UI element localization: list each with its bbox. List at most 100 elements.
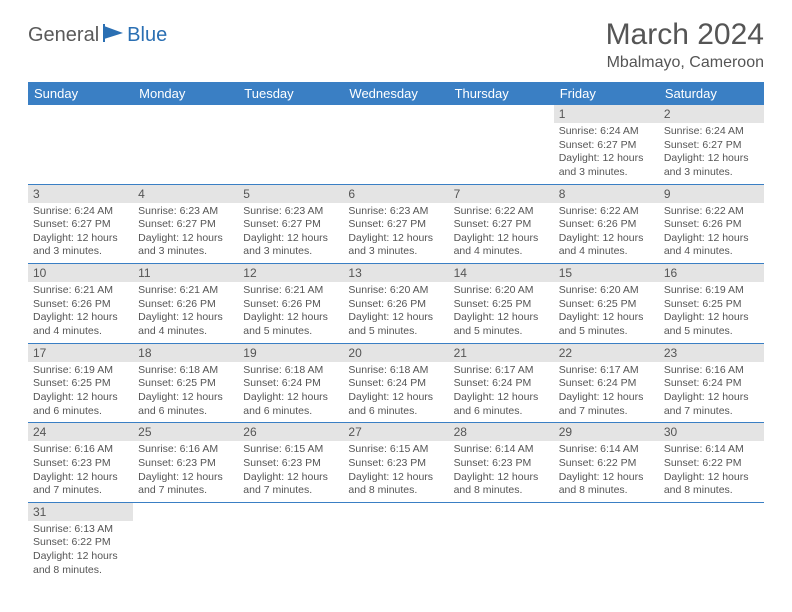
day-info: Sunrise: 6:14 AMSunset: 6:23 PMDaylight:… — [449, 441, 554, 502]
day-number: 27 — [343, 423, 448, 441]
calendar-week-row: 3Sunrise: 6:24 AMSunset: 6:27 PMDaylight… — [28, 184, 764, 264]
calendar-week-row: 1Sunrise: 6:24 AMSunset: 6:27 PMDaylight… — [28, 105, 764, 184]
calendar-day-cell: 14Sunrise: 6:20 AMSunset: 6:25 PMDayligh… — [449, 264, 554, 344]
day-info: Sunrise: 6:21 AMSunset: 6:26 PMDaylight:… — [133, 282, 238, 343]
calendar-empty-cell — [238, 105, 343, 184]
day-number: 7 — [449, 185, 554, 203]
day-info: Sunrise: 6:23 AMSunset: 6:27 PMDaylight:… — [133, 203, 238, 264]
weekday-header: Thursday — [449, 82, 554, 105]
day-number: 23 — [659, 344, 764, 362]
day-number: 28 — [449, 423, 554, 441]
day-info: Sunrise: 6:14 AMSunset: 6:22 PMDaylight:… — [554, 441, 659, 502]
day-info: Sunrise: 6:19 AMSunset: 6:25 PMDaylight:… — [659, 282, 764, 343]
calendar-empty-cell — [449, 502, 554, 581]
day-number: 9 — [659, 185, 764, 203]
calendar-empty-cell — [343, 105, 448, 184]
weekday-header: Saturday — [659, 82, 764, 105]
day-info: Sunrise: 6:21 AMSunset: 6:26 PMDaylight:… — [238, 282, 343, 343]
day-number: 29 — [554, 423, 659, 441]
day-number: 31 — [28, 503, 133, 521]
day-number: 4 — [133, 185, 238, 203]
day-info: Sunrise: 6:23 AMSunset: 6:27 PMDaylight:… — [238, 203, 343, 264]
header: General Blue March 2024 Mbalmayo, Camero… — [28, 18, 764, 72]
day-number: 20 — [343, 344, 448, 362]
calendar-week-row: 24Sunrise: 6:16 AMSunset: 6:23 PMDayligh… — [28, 423, 764, 503]
day-info: Sunrise: 6:24 AMSunset: 6:27 PMDaylight:… — [554, 123, 659, 184]
weekday-header: Friday — [554, 82, 659, 105]
calendar-day-cell: 29Sunrise: 6:14 AMSunset: 6:22 PMDayligh… — [554, 423, 659, 503]
day-info: Sunrise: 6:16 AMSunset: 6:23 PMDaylight:… — [28, 441, 133, 502]
calendar-day-cell: 21Sunrise: 6:17 AMSunset: 6:24 PMDayligh… — [449, 343, 554, 423]
location: Mbalmayo, Cameroon — [606, 54, 764, 72]
day-number: 30 — [659, 423, 764, 441]
day-info: Sunrise: 6:14 AMSunset: 6:22 PMDaylight:… — [659, 441, 764, 502]
day-info: Sunrise: 6:16 AMSunset: 6:24 PMDaylight:… — [659, 362, 764, 423]
day-info: Sunrise: 6:17 AMSunset: 6:24 PMDaylight:… — [554, 362, 659, 423]
calendar-day-cell: 30Sunrise: 6:14 AMSunset: 6:22 PMDayligh… — [659, 423, 764, 503]
day-info: Sunrise: 6:18 AMSunset: 6:24 PMDaylight:… — [238, 362, 343, 423]
day-info: Sunrise: 6:23 AMSunset: 6:27 PMDaylight:… — [343, 203, 448, 264]
day-number: 21 — [449, 344, 554, 362]
calendar-day-cell: 12Sunrise: 6:21 AMSunset: 6:26 PMDayligh… — [238, 264, 343, 344]
day-number: 22 — [554, 344, 659, 362]
calendar-day-cell: 1Sunrise: 6:24 AMSunset: 6:27 PMDaylight… — [554, 105, 659, 184]
calendar-empty-cell — [28, 105, 133, 184]
day-info: Sunrise: 6:19 AMSunset: 6:25 PMDaylight:… — [28, 362, 133, 423]
day-info: Sunrise: 6:20 AMSunset: 6:25 PMDaylight:… — [554, 282, 659, 343]
weekday-header: Sunday — [28, 82, 133, 105]
logo-flag-icon — [103, 24, 125, 47]
calendar-day-cell: 5Sunrise: 6:23 AMSunset: 6:27 PMDaylight… — [238, 184, 343, 264]
day-info: Sunrise: 6:22 AMSunset: 6:26 PMDaylight:… — [659, 203, 764, 264]
day-number: 3 — [28, 185, 133, 203]
day-info: Sunrise: 6:24 AMSunset: 6:27 PMDaylight:… — [659, 123, 764, 184]
calendar-week-row: 10Sunrise: 6:21 AMSunset: 6:26 PMDayligh… — [28, 264, 764, 344]
day-number: 19 — [238, 344, 343, 362]
calendar-day-cell: 8Sunrise: 6:22 AMSunset: 6:26 PMDaylight… — [554, 184, 659, 264]
calendar-empty-cell — [659, 502, 764, 581]
day-number: 12 — [238, 264, 343, 282]
day-info: Sunrise: 6:22 AMSunset: 6:27 PMDaylight:… — [449, 203, 554, 264]
calendar-day-cell: 3Sunrise: 6:24 AMSunset: 6:27 PMDaylight… — [28, 184, 133, 264]
calendar-day-cell: 15Sunrise: 6:20 AMSunset: 6:25 PMDayligh… — [554, 264, 659, 344]
day-number: 13 — [343, 264, 448, 282]
day-number: 18 — [133, 344, 238, 362]
calendar-day-cell: 24Sunrise: 6:16 AMSunset: 6:23 PMDayligh… — [28, 423, 133, 503]
calendar-day-cell: 10Sunrise: 6:21 AMSunset: 6:26 PMDayligh… — [28, 264, 133, 344]
calendar-empty-cell — [133, 502, 238, 581]
month-title: March 2024 — [606, 18, 764, 52]
calendar-empty-cell — [133, 105, 238, 184]
logo-text-blue: Blue — [127, 24, 167, 47]
calendar-day-cell: 17Sunrise: 6:19 AMSunset: 6:25 PMDayligh… — [28, 343, 133, 423]
day-info: Sunrise: 6:18 AMSunset: 6:24 PMDaylight:… — [343, 362, 448, 423]
day-info: Sunrise: 6:16 AMSunset: 6:23 PMDaylight:… — [133, 441, 238, 502]
calendar-day-cell: 13Sunrise: 6:20 AMSunset: 6:26 PMDayligh… — [343, 264, 448, 344]
day-info: Sunrise: 6:13 AMSunset: 6:22 PMDaylight:… — [28, 521, 133, 582]
calendar-empty-cell — [343, 502, 448, 581]
day-number: 15 — [554, 264, 659, 282]
calendar-day-cell: 22Sunrise: 6:17 AMSunset: 6:24 PMDayligh… — [554, 343, 659, 423]
day-info: Sunrise: 6:15 AMSunset: 6:23 PMDaylight:… — [238, 441, 343, 502]
calendar-header-row: SundayMondayTuesdayWednesdayThursdayFrid… — [28, 82, 764, 105]
day-info: Sunrise: 6:15 AMSunset: 6:23 PMDaylight:… — [343, 441, 448, 502]
calendar-day-cell: 4Sunrise: 6:23 AMSunset: 6:27 PMDaylight… — [133, 184, 238, 264]
logo-text-general: General — [28, 24, 99, 47]
day-number: 25 — [133, 423, 238, 441]
weekday-header: Tuesday — [238, 82, 343, 105]
day-number: 1 — [554, 105, 659, 123]
day-number: 6 — [343, 185, 448, 203]
calendar-day-cell: 16Sunrise: 6:19 AMSunset: 6:25 PMDayligh… — [659, 264, 764, 344]
calendar-day-cell: 11Sunrise: 6:21 AMSunset: 6:26 PMDayligh… — [133, 264, 238, 344]
day-info: Sunrise: 6:20 AMSunset: 6:26 PMDaylight:… — [343, 282, 448, 343]
calendar-empty-cell — [449, 105, 554, 184]
day-number: 11 — [133, 264, 238, 282]
calendar-week-row: 17Sunrise: 6:19 AMSunset: 6:25 PMDayligh… — [28, 343, 764, 423]
calendar-day-cell: 23Sunrise: 6:16 AMSunset: 6:24 PMDayligh… — [659, 343, 764, 423]
calendar-empty-cell — [554, 502, 659, 581]
day-info: Sunrise: 6:22 AMSunset: 6:26 PMDaylight:… — [554, 203, 659, 264]
calendar-day-cell: 18Sunrise: 6:18 AMSunset: 6:25 PMDayligh… — [133, 343, 238, 423]
day-number: 8 — [554, 185, 659, 203]
weekday-header: Wednesday — [343, 82, 448, 105]
day-number: 2 — [659, 105, 764, 123]
day-number: 16 — [659, 264, 764, 282]
day-info: Sunrise: 6:17 AMSunset: 6:24 PMDaylight:… — [449, 362, 554, 423]
